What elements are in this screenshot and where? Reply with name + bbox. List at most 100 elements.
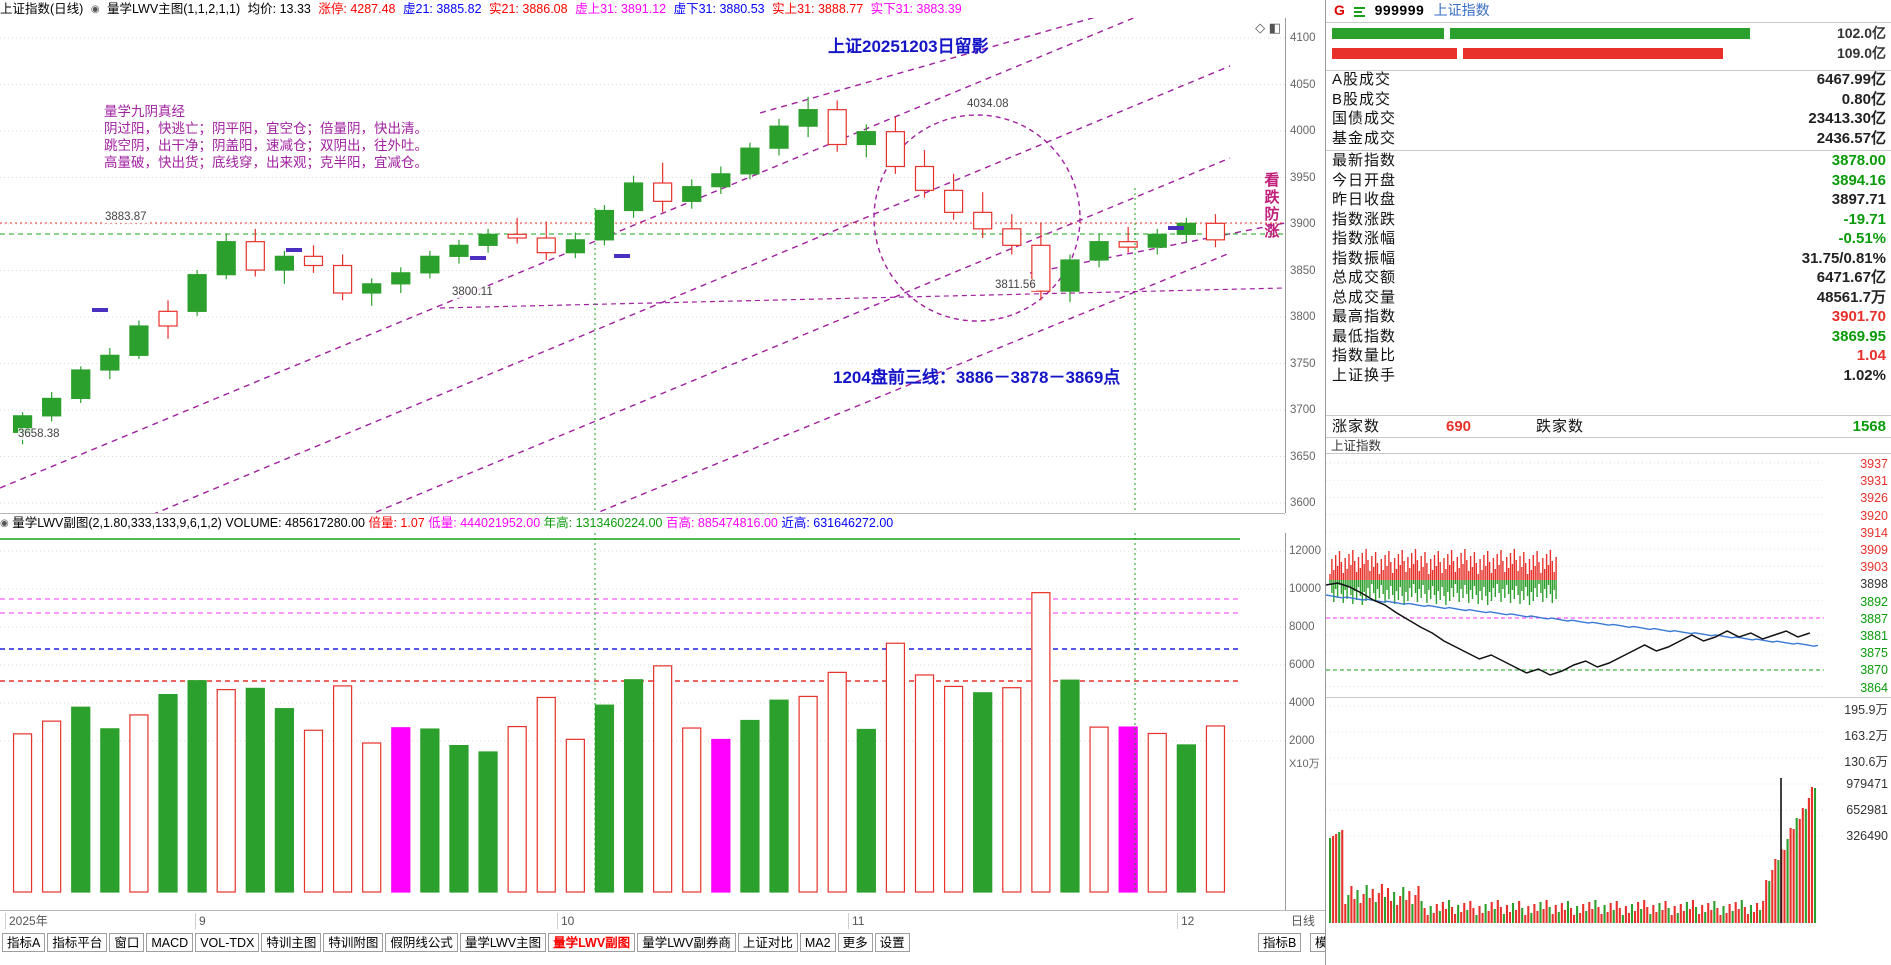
row-label: A股成交 — [1332, 71, 1392, 88]
main-price-chart[interactable]: 上证20251203日留影 量学九阴真经 阴过阳，快逃亡；阴平阳，宜空仓；倍量阴… — [0, 18, 1285, 514]
intraday-volume-tick: 979471 — [1846, 777, 1888, 791]
turnover-row: B股成交 0.80亿 — [1326, 90, 1891, 110]
row-label: 上证换手 — [1332, 366, 1397, 384]
toolbar-btn-4[interactable]: 特训主图 — [261, 933, 322, 952]
stat-row: 今日开盘 3894.16 — [1326, 171, 1891, 191]
volume-axis: 12000 10000 8000 6000 4000 2000 X10万 — [1285, 533, 1326, 910]
signal-bars-icon — [1354, 6, 1366, 18]
toolbar-btn-7[interactable]: 量学LWV主图 — [459, 933, 547, 952]
stat-row: 上证换手 1.02% — [1326, 366, 1891, 386]
instrument-code[interactable]: 999999 — [1374, 2, 1425, 18]
toolbar-btn-3[interactable]: VOL-TDX — [195, 933, 260, 952]
toolbar-btn-1[interactable]: 窗口 — [109, 933, 145, 952]
red-bar-amount: 109.0亿 — [1836, 45, 1886, 61]
intraday-volume-tick: 195.9万 — [1844, 703, 1888, 717]
toolbar-btn-10[interactable]: 上证对比 — [737, 933, 798, 952]
decliners-value: 1568 — [1852, 418, 1886, 435]
stat-row: 昨日收盘 3897.71 — [1326, 190, 1891, 210]
annotation-title: 上证20251203日留影 — [828, 37, 989, 56]
toolbar-btn-0[interactable]: 指标平台 — [47, 933, 108, 952]
toolbar-btn-5[interactable]: 特训附图 — [323, 933, 384, 952]
intraday-volume-tick: 652981 — [1846, 803, 1888, 817]
advancers-label: 涨家数 — [1332, 418, 1381, 435]
row-value: 0.80亿 — [1841, 90, 1886, 108]
instrument-name[interactable]: 上证指数 — [1433, 2, 1490, 18]
stat-row: 指数涨幅 -0.51% — [1326, 229, 1891, 249]
volume-tick: 2000 — [1289, 735, 1315, 747]
sub-dropdown-caret-icon[interactable]: ◉ — [0, 518, 9, 529]
toolbar-btn-12[interactable]: 更多 — [837, 933, 873, 952]
price-tick: 3650 — [1290, 450, 1316, 463]
quote-panel-header: G 999999 上证指数 — [1326, 0, 1891, 23]
vertical-warning-text: 看跌防涨 — [1264, 172, 1280, 240]
bei-liang-value: 倍量: 1.07 — [368, 516, 425, 530]
date-tick: 9 — [195, 913, 206, 929]
row-label: 总成交量 — [1332, 288, 1397, 306]
toolbar-btn-2[interactable]: MACD — [146, 933, 194, 952]
price-tag-3800: 3800.11 — [452, 286, 493, 298]
volume-value: VOLUME: 485617280.00 — [225, 516, 365, 530]
toolbar-indicator-a[interactable]: 指标A — [2, 933, 46, 952]
nian-gao-value: 年高: 1313460224.00 — [543, 516, 663, 530]
row-value: 3869.95 — [1831, 327, 1886, 345]
solid-up-31-value: 实上31: 3888.77 — [772, 2, 864, 16]
instrument-title[interactable]: 上证指数(日线) — [0, 2, 84, 16]
date-tick: 11 — [848, 913, 864, 929]
solid-21-value: 实21: 3886.08 — [489, 2, 568, 16]
stat-row: 最高指数 3901.70 — [1326, 307, 1891, 327]
volume-tick: 6000 — [1289, 659, 1315, 671]
main-indicator-name[interactable]: 量学LWV主图(1,1,2,1,1) — [107, 2, 241, 16]
row-value: 2436.57亿 — [1816, 129, 1886, 147]
toolbar-btn-9[interactable]: 量学LWV副券商 — [637, 933, 736, 952]
annotation-poem-line3: 高量破，快出货；底线穿，出来观；克半阳，宜减仓。 — [104, 155, 428, 170]
price-tick: 4000 — [1290, 125, 1316, 137]
annotation-poem-line2: 跳空阴，出干净；阴盖阳，速减仓；双阴出，往外吐。 — [104, 138, 428, 153]
volume-unit-label: X10万 — [1289, 758, 1320, 770]
row-label: 昨日收盘 — [1332, 191, 1397, 208]
intraday-price-tick: 3870 — [1860, 663, 1888, 678]
toolbar-btn-11[interactable]: MA2 — [799, 933, 836, 952]
intraday-price-tick: 3898 — [1860, 577, 1888, 592]
stat-row: 指数量比 1.04 — [1326, 346, 1891, 366]
row-value: 3901.70 — [1831, 308, 1886, 325]
toolbar-indicator-b[interactable]: 指标B — [1258, 933, 1302, 952]
stat-row: 最低指数 3869.95 — [1326, 327, 1891, 347]
intraday-volume-chart[interactable] — [1326, 697, 1891, 943]
red-bar-segment-2 — [1463, 48, 1723, 59]
price-tick: 3600 — [1290, 497, 1316, 509]
intraday-price-tick: 3881 — [1860, 629, 1888, 643]
timeframe-label[interactable]: 日线 — [1291, 914, 1316, 928]
toolbar-btn-13[interactable]: 设置 — [874, 933, 910, 952]
intraday-price-tick: 3892 — [1860, 594, 1888, 609]
row-label: 指数振幅 — [1332, 249, 1397, 267]
chart-tool-icons[interactable]: ◇ ◧ — [1255, 20, 1281, 35]
intraday-price-axis: 3937 3931 3926 3920 3914 3909 3903 3898 3892 3887… — [1824, 455, 1891, 695]
jin-gao-value: 近高: 631646272.00 — [781, 516, 894, 530]
date-tick: 10 — [557, 913, 574, 929]
toolbar-btn-6[interactable]: 假阴线公式 — [385, 933, 458, 952]
intraday-price-tick: 3920 — [1860, 508, 1888, 523]
virtual-21-value: 虚21: 3885.82 — [403, 2, 482, 16]
intraday-price-tick: 3864 — [1860, 680, 1888, 695]
intraday-volume-tick: 163.2万 — [1844, 729, 1888, 743]
row-label: 指数涨幅 — [1332, 230, 1397, 247]
sub-indicator-name[interactable]: 量学LWV副图(2,1.80,333,133,9,6,1,2) — [12, 516, 222, 530]
decliners-label: 跌家数 — [1536, 418, 1585, 435]
volume-tick: 12000 — [1289, 545, 1321, 557]
intraday-volume-tick: 326490 — [1846, 829, 1888, 843]
row-label: 最新指数 — [1332, 152, 1397, 169]
date-tick: 2025年 — [5, 913, 48, 929]
intraday-mini-chart[interactable] — [1326, 455, 1891, 695]
statistics-table: 最新指数 3878.00 今日开盘 3894.16 昨日收盘 3897.71 指数涨跌 -19… — [1326, 150, 1891, 385]
turnover-bar-group: 102.0亿 109.0亿 — [1326, 22, 1891, 71]
toolbar-btn-8[interactable]: 量学LWV副图 — [548, 933, 636, 952]
stat-row: 指数涨跌 -19.71 — [1326, 210, 1891, 230]
virtual-up-31-value: 虚上31: 3891.12 — [575, 2, 667, 16]
advancers-value: 690 — [1446, 418, 1472, 435]
row-value: 1.02% — [1843, 366, 1886, 384]
row-label: 最高指数 — [1332, 308, 1397, 325]
dropdown-caret-icon[interactable]: ◉ — [90, 4, 100, 15]
quote-panel: G 999999 上证指数 股海明灯 102.0亿 109.0亿 A股成交646… — [1325, 0, 1891, 965]
volume-sub-chart[interactable] — [0, 533, 1285, 910]
